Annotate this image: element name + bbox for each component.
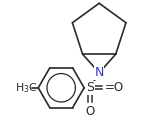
Text: H$_3$C: H$_3$C [15,81,37,95]
Text: O: O [85,105,95,118]
Text: =O: =O [105,81,124,94]
Text: N: N [95,66,104,79]
Text: S: S [86,81,94,94]
